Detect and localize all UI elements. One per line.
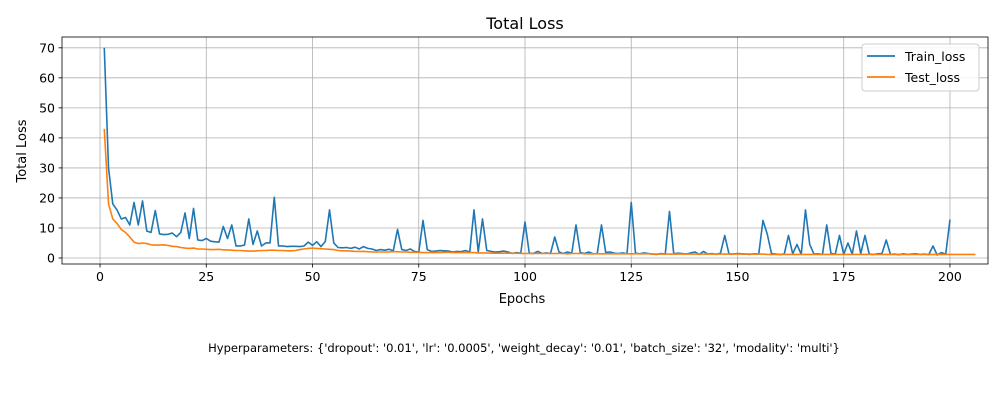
x-tick-label: 25 [198, 269, 214, 284]
legend: Train_loss Test_loss [861, 43, 980, 92]
grid [62, 37, 988, 264]
y-axis-label: Total Loss [15, 119, 30, 183]
x-tick-label: 100 [513, 269, 537, 284]
y-tick-label: 10 [39, 220, 55, 235]
x-tick-label: 175 [832, 269, 856, 284]
y-tick-label: 60 [39, 70, 55, 85]
y-tick-label: 40 [39, 130, 55, 145]
y-tick-label: 0 [47, 250, 55, 265]
x-tick-label: 125 [619, 269, 643, 284]
y-tick-label: 50 [39, 100, 55, 115]
x-tick-label: 150 [726, 269, 750, 284]
x-axis-label: Epochs [499, 292, 546, 307]
y-tick-label: 20 [39, 190, 55, 205]
y-tick-label: 30 [39, 160, 55, 175]
hyperparameters-caption: Hyperparameters: {'dropout': '0.01', 'lr… [208, 341, 840, 355]
legend-label-test: Test_loss [904, 70, 960, 85]
x-tick-label: 200 [938, 269, 962, 284]
x-tick-label: 50 [305, 269, 321, 284]
series-line-test-loss [103, 128, 976, 256]
legend-label-train: Train_loss [904, 49, 965, 64]
x-tick-label: 75 [411, 269, 427, 284]
y-tick-label: 70 [39, 40, 55, 55]
series-line-train-loss [103, 47, 951, 256]
series-layer [103, 47, 976, 256]
chart-title: Total Loss [485, 14, 564, 33]
ticks: 0 25 50 75 100 125 150 175 200 0 10 20 30 40 50 60 70 [39, 40, 962, 284]
x-tick-label: 0 [96, 269, 104, 284]
